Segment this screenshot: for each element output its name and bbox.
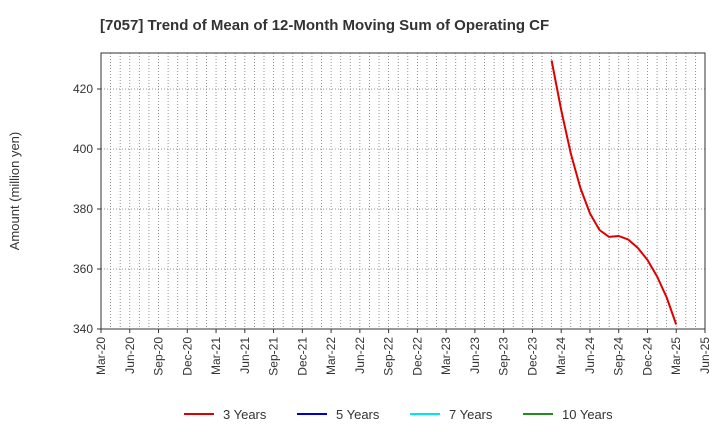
legend-label-5-years: 5 Years — [336, 407, 380, 422]
x-tick-label: Mar-23 — [439, 337, 453, 375]
series-lines — [550, 60, 678, 325]
x-tick-label: Jun-21 — [238, 337, 252, 374]
x-tick-label: Mar-25 — [669, 337, 683, 375]
chart-title: [7057] Trend of Mean of 12-Month Moving … — [100, 17, 549, 34]
x-tick-label: Sep-24 — [612, 337, 626, 376]
x-tick-label: Dec-24 — [640, 337, 654, 376]
x-tick-label: Mar-24 — [554, 337, 568, 375]
x-tick-label: Mar-22 — [324, 337, 338, 375]
plot-frame — [100, 52, 706, 330]
legend-label-10-years: 10 Years — [562, 407, 613, 422]
y-axis-label: Amount (million yen) — [7, 132, 22, 251]
x-tick-label: Sep-23 — [497, 337, 511, 376]
x-tick-label: Dec-23 — [525, 337, 539, 376]
y-tick-label: 380 — [73, 202, 93, 216]
y-tick-label: 360 — [73, 262, 93, 276]
series-line-3-years — [550, 60, 678, 325]
x-tick-label: Jun-22 — [353, 337, 367, 374]
legend-label-7-years: 7 Years — [449, 407, 493, 422]
x-ticks: Mar-20 Jun-20 Sep-20 Dec-20 Mar-21 Jun-21 Sep-… — [94, 329, 712, 376]
x-tick-label: Dec-22 — [410, 337, 424, 376]
x-tick-label: Jun-25 — [698, 337, 712, 374]
x-tick-label: Sep-21 — [267, 337, 281, 376]
x-tick-label: Jun-20 — [123, 337, 137, 374]
grid — [101, 53, 705, 330]
x-tick-label: Sep-20 — [152, 337, 166, 376]
y-tick-label: 340 — [73, 322, 93, 336]
y-ticks: 340 360 380 400 420 — [73, 82, 101, 336]
x-tick-label: Mar-21 — [209, 337, 223, 375]
x-tick-label: Dec-21 — [295, 337, 309, 376]
legend: 3 Years 5 Years 7 Years 10 Years — [184, 407, 613, 422]
x-tick-label: Jun-23 — [468, 337, 482, 374]
x-tick-label: Sep-22 — [382, 337, 396, 376]
x-tick-label: Jun-24 — [583, 337, 597, 374]
x-tick-label: Mar-20 — [94, 337, 108, 375]
x-tick-label: Dec-20 — [180, 337, 194, 376]
y-tick-label: 420 — [73, 82, 93, 96]
y-tick-label: 400 — [73, 142, 93, 156]
legend-label-3-years: 3 Years — [223, 407, 267, 422]
